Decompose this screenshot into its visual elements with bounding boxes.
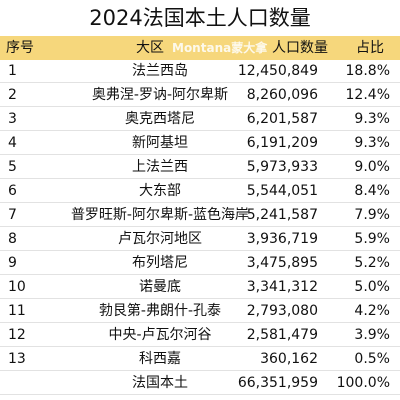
row-no: 10: [8, 279, 26, 295]
table-row: [0, 180, 400, 203]
row-share: 12.4%: [345, 87, 390, 103]
row-region: 奥弗涅-罗讷-阿尔卑斯: [91, 87, 229, 103]
row-region: 普罗旺斯-阿尔卑斯-蓝色海岸: [70, 207, 250, 223]
row-share: 18.8%: [345, 63, 390, 79]
row-region: 科西嘉: [139, 351, 181, 367]
row-share: 7.9%: [354, 207, 390, 223]
row-no: 11: [8, 303, 26, 319]
row-population: 3,936,719: [246, 231, 318, 247]
row-region: 法国本土: [132, 375, 188, 391]
table-row: [0, 84, 400, 107]
row-population: 5,241,587: [246, 207, 318, 223]
row-region: 上法兰西: [132, 159, 188, 175]
row-no: 3: [8, 111, 17, 127]
row-region: 诺曼底: [139, 279, 181, 295]
row-population: 5,544,051: [246, 183, 318, 199]
table-row: [0, 348, 400, 371]
row-share: 5.9%: [354, 231, 390, 247]
table-row: [0, 204, 400, 227]
row-population: 8,260,096: [246, 87, 318, 103]
row-share: 4.2%: [354, 303, 390, 319]
row-population: 6,201,587: [246, 111, 318, 127]
row-share: 8.4%: [354, 183, 390, 199]
row-region: 新阿基坦: [132, 135, 188, 151]
row-region: 勃艮第-弗朗什-孔泰: [98, 303, 222, 319]
row-population: 12,450,849: [237, 63, 318, 79]
watermark: Montana蒙大拿: [172, 41, 268, 55]
row-share: 0.5%: [354, 351, 390, 367]
row-share: 3.9%: [354, 327, 390, 343]
row-region: 大东部: [139, 183, 181, 199]
row-no: 12: [8, 327, 26, 343]
header-population: 人口数量: [272, 40, 328, 56]
row-region: 中央-卢瓦尔河谷: [108, 327, 212, 343]
row-population: 360,162: [260, 351, 318, 367]
row-population: 3,341,312: [246, 279, 318, 295]
table-row: [0, 60, 400, 83]
table-row: [0, 228, 400, 251]
table-row: [0, 372, 400, 395]
row-no: 13: [8, 351, 26, 367]
row-region: 法兰西岛: [132, 63, 188, 79]
table-row: [0, 156, 400, 179]
row-no: 2: [8, 87, 17, 103]
row-share: 9.0%: [354, 159, 390, 175]
row-region: 布列塔尼: [132, 255, 188, 271]
row-no: 6: [8, 183, 17, 199]
table-row: [0, 300, 400, 323]
table-row: [0, 108, 400, 131]
row-share: 5.0%: [354, 279, 390, 295]
row-population: 2,581,479: [246, 327, 318, 343]
table-row: [0, 276, 400, 299]
table-row: [0, 252, 400, 275]
title: 2024法国本土人口数量: [89, 6, 311, 30]
row-no: 8: [8, 231, 17, 247]
row-no: 4: [8, 135, 17, 151]
row-population: 5,973,933: [246, 159, 318, 175]
row-share: 5.2%: [354, 255, 390, 271]
row-population: 66,351,959: [237, 375, 318, 391]
row-no: 9: [8, 255, 17, 271]
header-share: 占比: [356, 40, 384, 56]
row-population: 2,793,080: [246, 303, 318, 319]
row-population: 3,475,895: [246, 255, 318, 271]
row-region: 奥克西塔尼: [125, 111, 195, 127]
row-no: 7: [8, 207, 17, 223]
header-row: [0, 36, 400, 60]
table-row: [0, 324, 400, 347]
row-population: 6,191,209: [246, 135, 318, 151]
row-no: 5: [8, 159, 17, 175]
row-share: 9.3%: [354, 135, 390, 151]
row-region: 卢瓦尔河地区: [118, 231, 202, 247]
row-share: 100.0%: [336, 375, 390, 391]
row-share: 9.3%: [354, 111, 390, 127]
header-no: 序号: [6, 40, 34, 56]
row-no: 1: [8, 63, 17, 79]
table-row: [0, 132, 400, 155]
header-region: 大区: [136, 40, 164, 56]
